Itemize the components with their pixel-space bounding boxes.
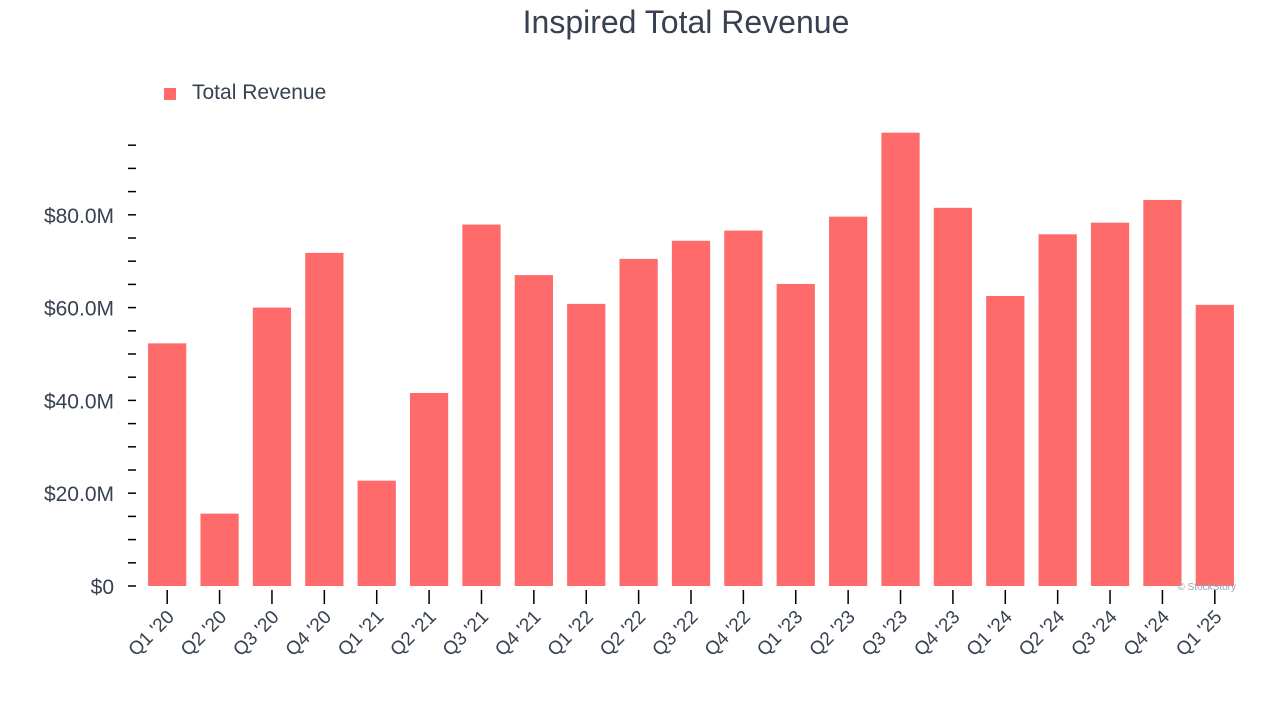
y-tick-label: $80.0M xyxy=(44,205,114,228)
y-tick-label: $60.0M xyxy=(44,298,114,321)
bar xyxy=(1195,304,1234,586)
x-tick-label: Q3 '23 xyxy=(858,607,912,661)
bar xyxy=(305,252,344,586)
x-tick-label: Q4 '24 xyxy=(1120,606,1174,660)
bar xyxy=(514,275,553,586)
x-tick-label: Q3 '22 xyxy=(649,607,703,661)
x-tick-label: Q3 '24 xyxy=(1068,606,1122,660)
x-tick-label: Q1 '20 xyxy=(125,607,179,661)
x-tick-label: Q1 '22 xyxy=(544,607,598,661)
x-tick-label: Q4 '21 xyxy=(491,607,545,661)
x-tick-label: Q1 '23 xyxy=(753,607,807,661)
x-tick-label: Q3 '20 xyxy=(229,607,283,661)
y-tick-label: $0 xyxy=(91,576,114,599)
bar xyxy=(724,230,763,587)
bar xyxy=(148,343,187,586)
bars xyxy=(148,132,1234,587)
bar xyxy=(1090,222,1130,587)
x-tick-label: Q1 '24 xyxy=(963,606,1017,660)
bar xyxy=(829,216,868,586)
bar xyxy=(1143,199,1182,586)
legend-swatch xyxy=(164,88,176,100)
chart-title: Inspired Total Revenue xyxy=(523,4,850,40)
legend-label: Total Revenue xyxy=(192,81,326,104)
credit-text: © StockStory xyxy=(1178,582,1237,593)
bar xyxy=(567,303,606,586)
bar xyxy=(1038,234,1077,586)
x-tick-label: Q2 '22 xyxy=(596,607,650,661)
x-tick-label: Q2 '21 xyxy=(387,607,441,661)
bar xyxy=(881,132,920,586)
bar xyxy=(933,207,973,586)
y-tick-label: $20.0M xyxy=(44,483,114,506)
x-tick-label: Q4 '23 xyxy=(910,607,964,661)
x-tick-label: Q4 '20 xyxy=(282,607,336,661)
x-tick-label: Q2 '23 xyxy=(806,607,860,661)
x-tick-label: Q1 '21 xyxy=(334,607,388,661)
bar xyxy=(462,224,501,586)
x-tick-label: Q1 '25 xyxy=(1172,607,1226,661)
x-tick-label: Q3 '21 xyxy=(439,607,493,661)
bar xyxy=(619,258,658,586)
bar xyxy=(357,480,396,586)
bar xyxy=(986,296,1025,586)
bar xyxy=(200,513,239,586)
x-tick-label: Q2 '20 xyxy=(177,607,231,661)
x-tick-label: Q2 '24 xyxy=(1015,606,1069,660)
legend: Total Revenue xyxy=(164,81,326,104)
bar xyxy=(409,392,449,586)
bar xyxy=(252,307,292,586)
y-tick-label: $40.0M xyxy=(44,390,114,413)
bar xyxy=(671,240,711,586)
y-axis: $0 $20.0M $40.0M $60.0M $80.0M xyxy=(44,144,136,599)
x-tick-label: Q4 '22 xyxy=(701,607,755,661)
bar xyxy=(776,283,815,586)
